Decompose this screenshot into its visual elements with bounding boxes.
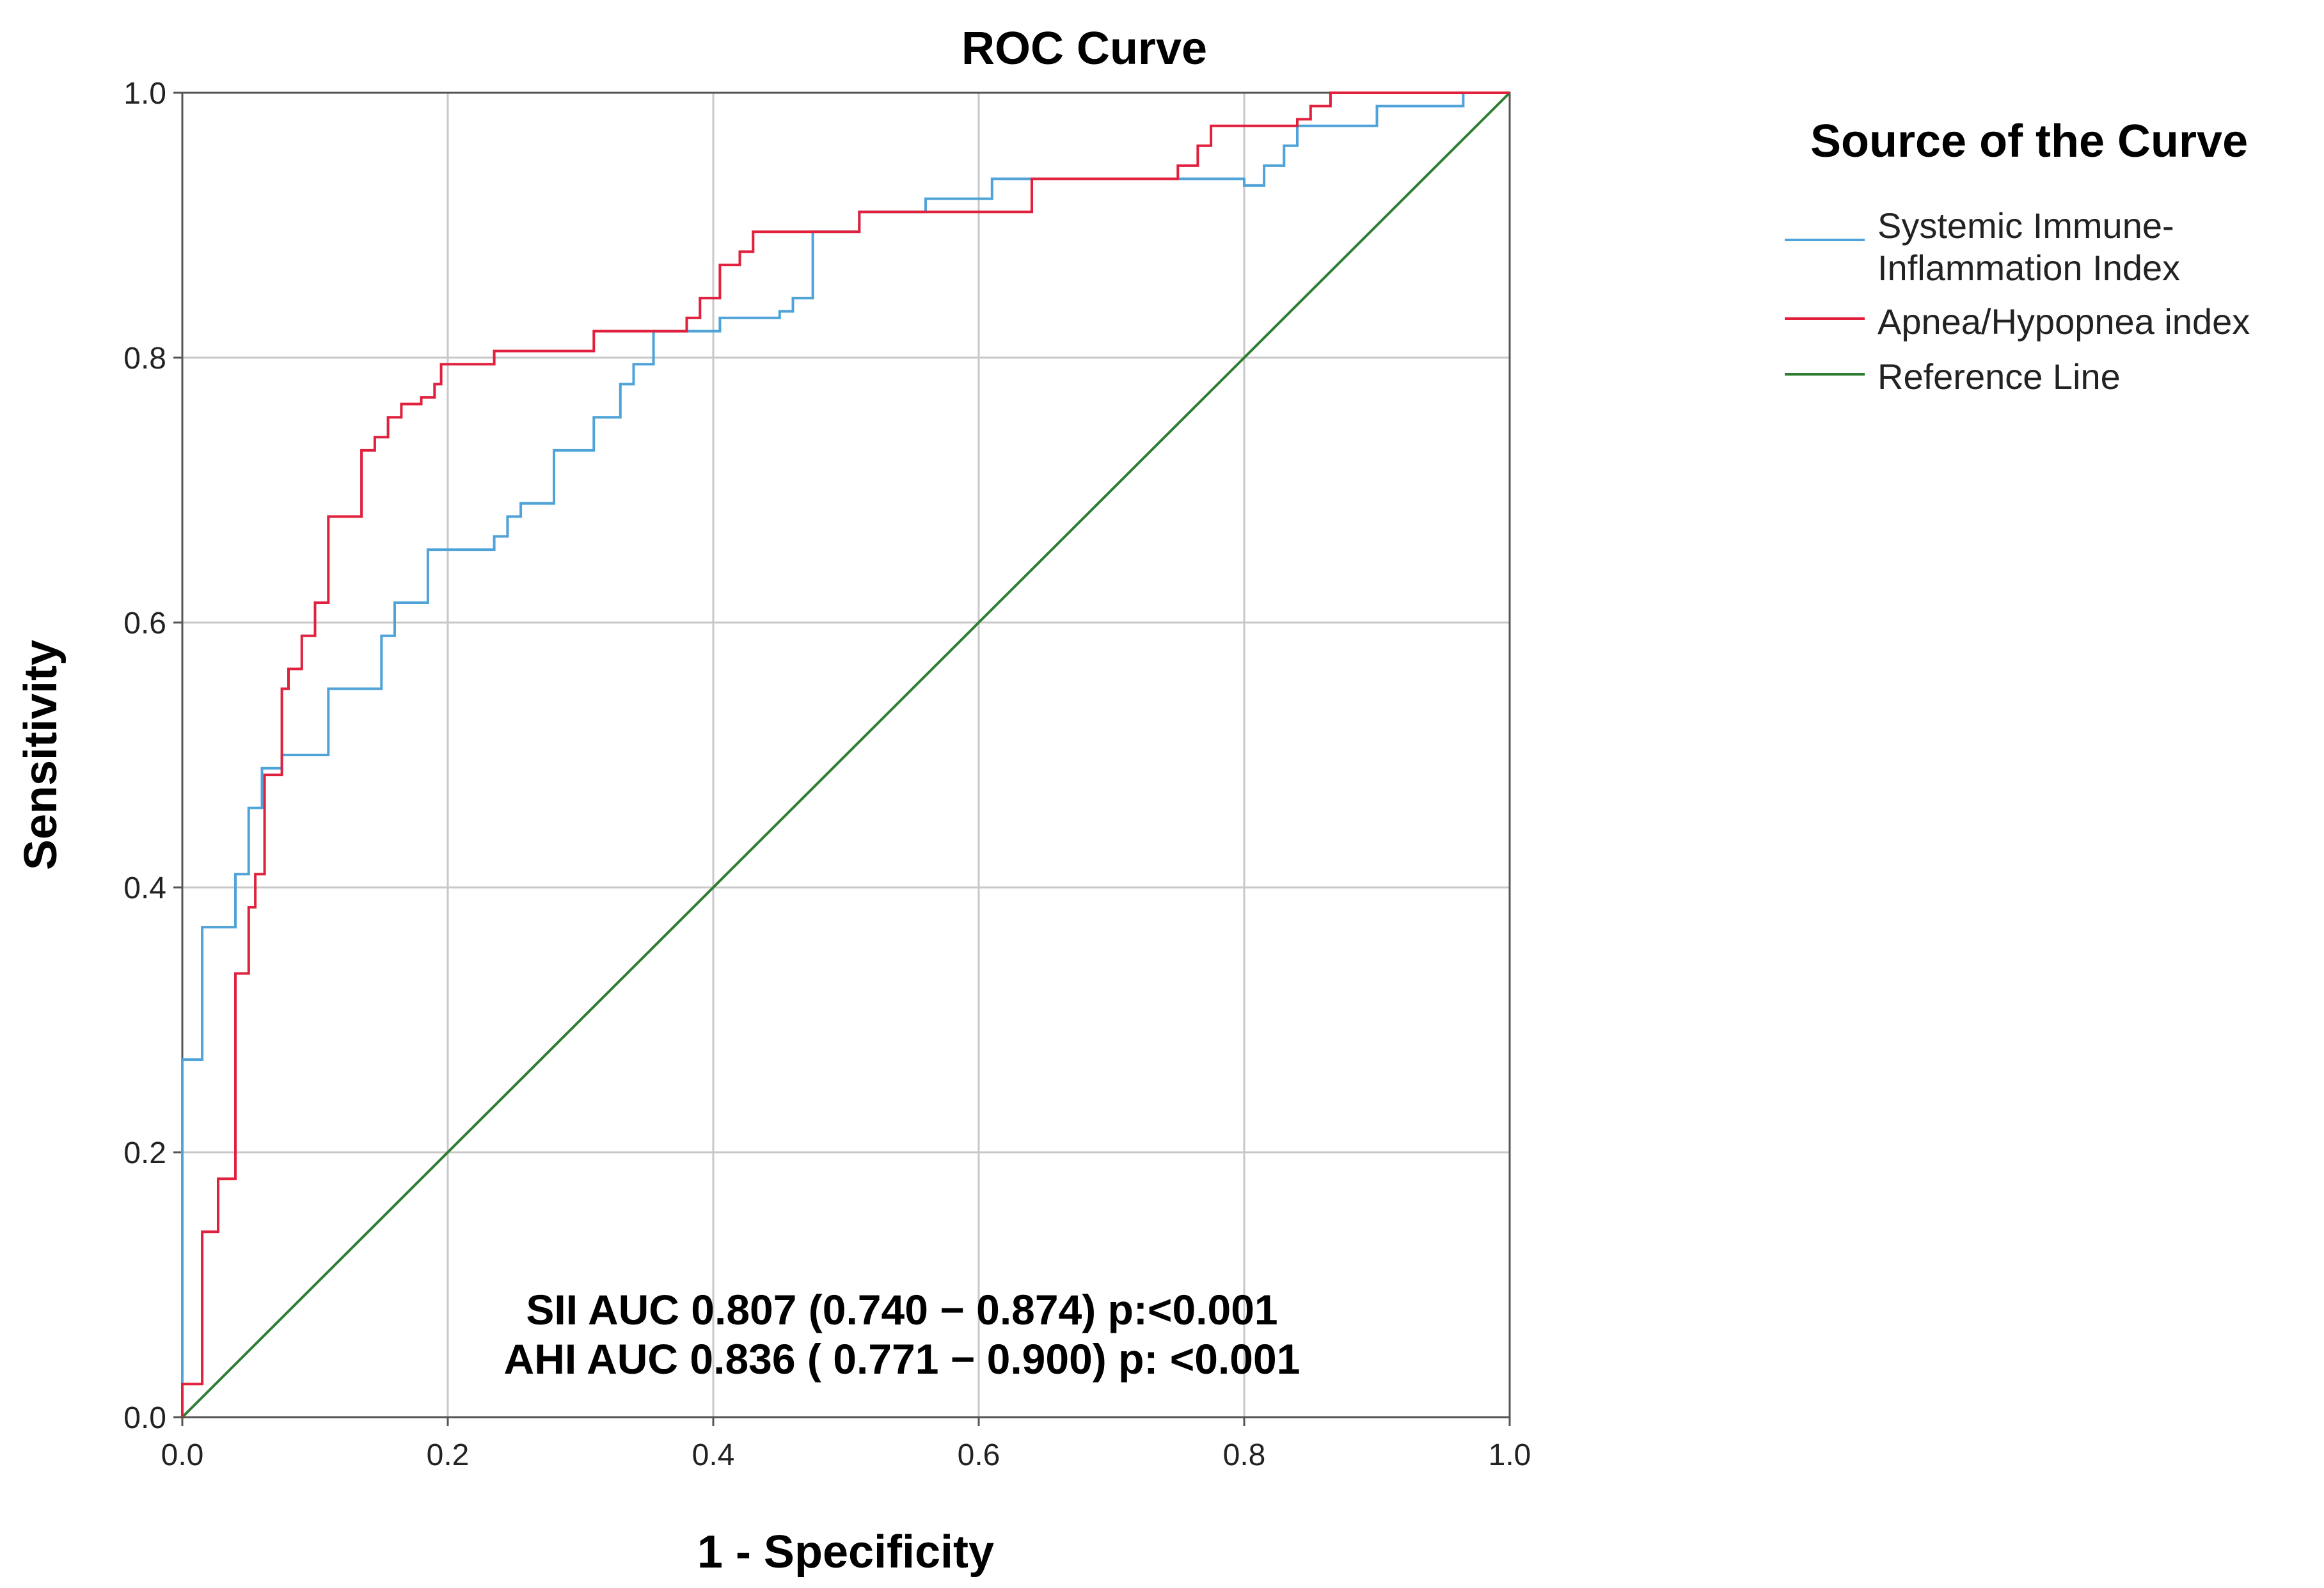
x-tick-label: 0.8	[1223, 1438, 1266, 1472]
legend-label-sii-line2: Inflammation Index	[1877, 248, 2180, 288]
x-tick-label: 0.0	[161, 1438, 204, 1472]
grid-lines	[182, 93, 1510, 1417]
y-tick-label: 0.4	[123, 871, 166, 905]
reference-line	[181, 91, 1511, 1418]
y-tick-label: 0.8	[123, 342, 166, 376]
legend-title: Source of the Curve	[1810, 116, 2248, 167]
ahi-auc-annotation: AHI AUC 0.836 ( 0.771 − 0.900) p: <0.001	[504, 1335, 1300, 1383]
x-tick-label: 0.2	[427, 1438, 470, 1472]
sii-auc-annotation: SII AUC 0.807 (0.740 − 0.874) p:<0.001	[526, 1286, 1277, 1333]
legend-label-sii-line1: Systemic Immune-	[1877, 205, 2174, 246]
y-tick-label: 0.2	[123, 1136, 166, 1170]
y-tick-label: 1.0	[123, 77, 166, 111]
y-tick-label: 0.0	[123, 1401, 166, 1435]
plot-frame	[181, 91, 1511, 1418]
series-layer	[181, 91, 1511, 1418]
y-tick-label: 0.6	[123, 607, 166, 640]
x-tick-label: 0.4	[692, 1438, 735, 1472]
legend-label-reference: Reference Line	[1877, 356, 2121, 397]
legend-label-ahi: Apnea/Hypopnea index	[1877, 301, 2250, 342]
x-axis-ticks: 0.0 0.2 0.4 0.6 0.8 1.0	[161, 1417, 1531, 1472]
y-axis-ticks: 0.0 0.2 0.4 0.6 0.8 1.0	[123, 77, 182, 1435]
ahi-roc-line	[181, 91, 1510, 1417]
legend: Source of the Curve Systemic Immune- Inf…	[1785, 116, 2250, 397]
x-tick-label: 1.0	[1489, 1438, 1531, 1472]
x-tick-label: 0.6	[958, 1438, 1000, 1472]
x-axis-label: 1 - Specificity	[697, 1527, 994, 1578]
y-axis-label: Sensitivity	[15, 640, 67, 870]
chart-title: ROC Curve	[961, 23, 1207, 74]
